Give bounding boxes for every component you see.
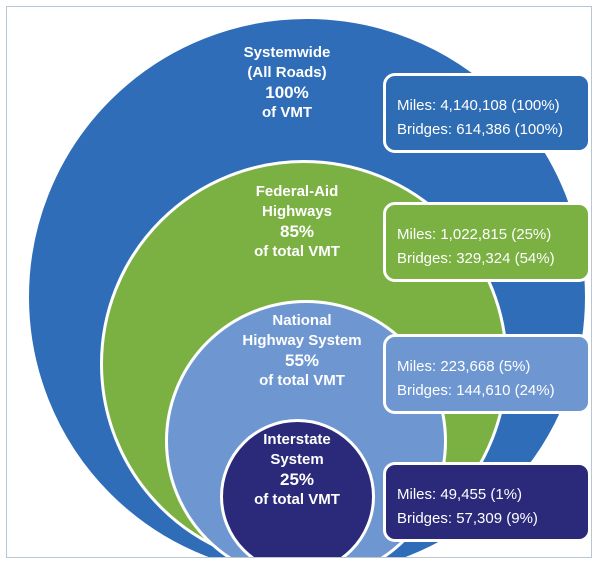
nhs-stats-box: Miles: 223,668 (5%) Bridges: 144,610 (24… — [383, 334, 591, 414]
interstate-suffix: of total VMT — [254, 491, 340, 508]
interstate-circle — [220, 419, 375, 557]
systemwide-stats-box: Miles: 4,140,108 (100%) Bridges: 614,386… — [383, 73, 591, 153]
interstate-label: Interstate System 25% of total VMT — [227, 430, 367, 510]
nhs-title-line1: National — [272, 312, 332, 329]
nhs-percent: 55% — [284, 351, 320, 370]
systemwide-miles: Miles: 4,140,108 (100%) — [397, 97, 560, 114]
federal-aid-stats-box: Miles: 1,022,815 (25%) Bridges: 329,324 … — [383, 202, 591, 282]
nhs-suffix: of total VMT — [259, 372, 345, 389]
nhs-bridges: Bridges: 144,610 (24%) — [397, 382, 555, 399]
systemwide-percent: 100% — [265, 83, 309, 102]
interstate-percent: 25% — [279, 470, 315, 489]
systemwide-label: Systemwide (All Roads) 100% of VMT — [212, 43, 362, 123]
interstate-bridges: Bridges: 57,309 (9%) — [397, 510, 538, 527]
interstate-title-line1: Interstate — [263, 431, 331, 448]
interstate-miles: Miles: 49,455 (1%) — [397, 486, 523, 503]
systemwide-bridges: Bridges: 614,386 (100%) — [397, 121, 563, 138]
nhs-label: National Highway System 55% of total VMT — [217, 311, 387, 391]
federal-aid-label: Federal-Aid Highways 85% of total VMT — [222, 182, 372, 262]
federal-aid-title-line2: Highways — [261, 203, 333, 220]
systemwide-title-line2: (All Roads) — [247, 64, 327, 81]
interstate-title-line2: System — [270, 451, 324, 468]
interstate-stats-box: Miles: 49,455 (1%) Bridges: 57,309 (9%) — [383, 462, 591, 542]
federal-aid-bridges: Bridges: 329,324 (54%) — [397, 250, 555, 267]
nhs-title-line2: Highway System — [242, 332, 362, 349]
diagram-frame: Systemwide (All Roads) 100% of VMT Feder… — [6, 6, 592, 558]
federal-aid-suffix: of total VMT — [254, 243, 340, 260]
systemwide-title-line1: Systemwide — [243, 44, 331, 61]
federal-aid-miles: Miles: 1,022,815 (25%) — [397, 226, 552, 243]
federal-aid-percent: 85% — [279, 222, 315, 241]
nhs-miles: Miles: 223,668 (5%) — [397, 358, 531, 375]
federal-aid-title-line1: Federal-Aid — [255, 183, 339, 200]
systemwide-suffix: of VMT — [262, 104, 312, 121]
